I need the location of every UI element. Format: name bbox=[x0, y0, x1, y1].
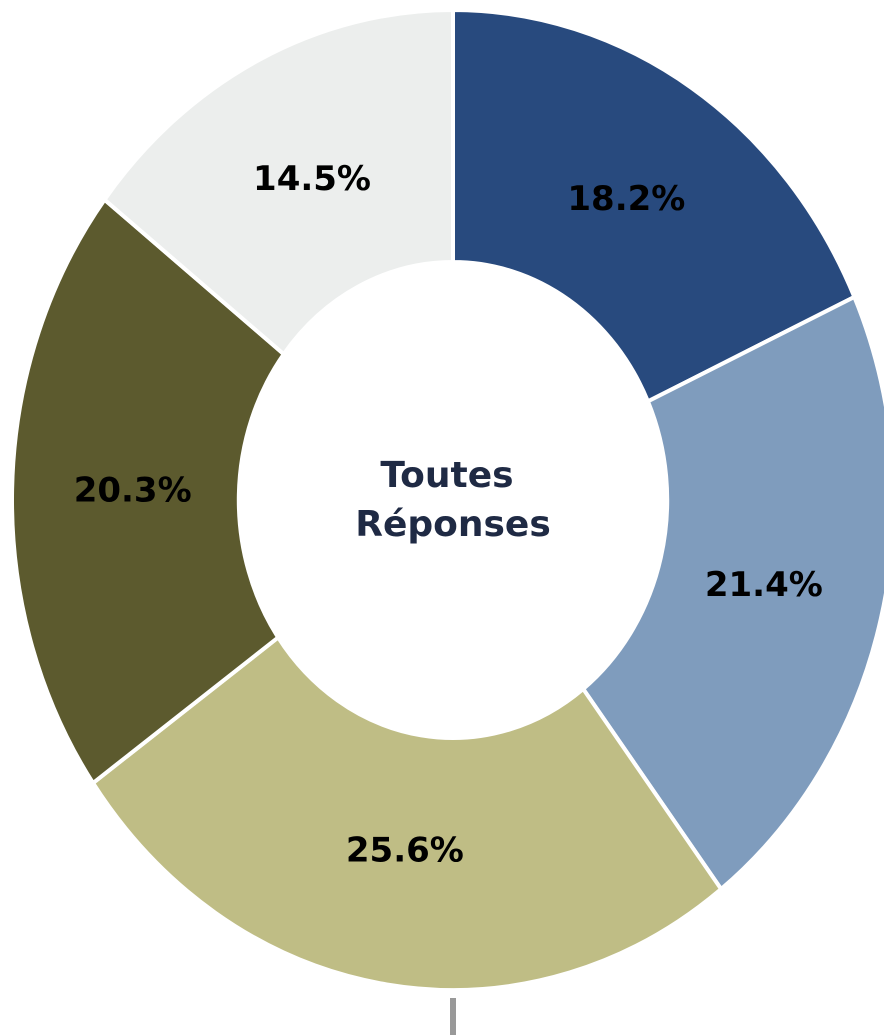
wedge bbox=[583, 297, 884, 889]
value-label: 14.5% bbox=[253, 159, 371, 199]
wedge bbox=[453, 10, 854, 401]
donut bbox=[12, 10, 884, 990]
wedge bbox=[12, 200, 284, 783]
center-label: Toutes bbox=[380, 455, 513, 496]
value-label: 18.2% bbox=[567, 179, 685, 219]
wedge bbox=[105, 10, 453, 354]
value-label: 21.4% bbox=[705, 565, 823, 605]
value-label: 20.3% bbox=[74, 471, 192, 511]
value-label: 25.6% bbox=[346, 830, 464, 870]
wedge bbox=[93, 637, 721, 990]
center-label: Réponses bbox=[355, 504, 551, 545]
